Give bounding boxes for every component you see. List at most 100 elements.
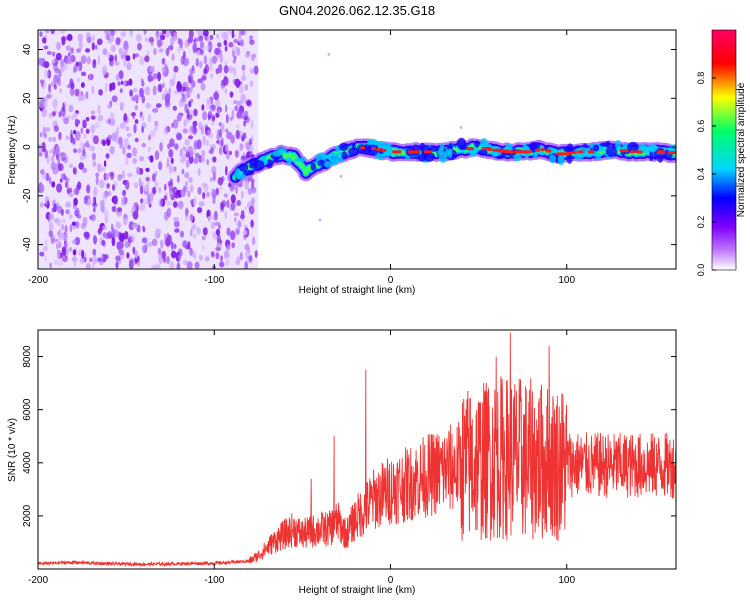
noise-speckle <box>181 168 185 175</box>
noise-speckle <box>97 104 101 115</box>
track-red-core <box>503 150 510 154</box>
noise-speckle <box>118 70 124 80</box>
noise-speckle <box>156 103 159 109</box>
noise-speckle <box>229 150 233 156</box>
noise-speckle <box>224 258 231 267</box>
noise-speckle <box>99 237 103 242</box>
noise-speckle <box>210 221 216 229</box>
noise-speckle <box>148 134 151 141</box>
noise-speckle <box>176 114 182 122</box>
track-red-core <box>587 150 595 154</box>
noise-speckle <box>243 115 248 121</box>
noise-speckle <box>172 201 178 208</box>
snr-series-line <box>38 332 676 568</box>
noise-speckle <box>180 230 184 238</box>
noise-speckle <box>105 153 110 159</box>
noise-speckle <box>205 192 211 198</box>
noise-speckle <box>127 172 133 177</box>
noise-speckle <box>120 31 127 37</box>
noise-speckle <box>95 172 100 178</box>
noise-speckle <box>63 63 68 70</box>
noise-speckle <box>107 191 112 197</box>
noise-speckle <box>180 157 186 164</box>
noise-speckle <box>133 123 137 134</box>
noise-speckle <box>125 180 130 190</box>
noise-speckle <box>69 87 75 97</box>
noise-speckle <box>123 115 129 124</box>
noise-speckle <box>114 54 118 63</box>
track-blob <box>615 139 621 151</box>
noise-speckle <box>92 161 97 168</box>
noise-speckle <box>56 43 62 50</box>
noise-speckle <box>223 39 228 46</box>
noise-speckle <box>41 37 47 44</box>
noise-speckle <box>77 77 80 83</box>
noise-speckle <box>220 124 225 134</box>
noise-speckle <box>236 109 242 118</box>
track-blob <box>447 148 453 159</box>
noise-speckle <box>115 261 119 269</box>
noise-speckle <box>196 139 202 150</box>
noise-speckle <box>189 68 195 75</box>
noise-speckle <box>96 38 103 46</box>
noise-speckle <box>48 83 51 93</box>
noise-speckle <box>188 75 192 84</box>
noise-speckle <box>68 193 74 198</box>
noise-speckle <box>167 45 174 51</box>
noise-speckle <box>196 30 202 35</box>
track-red-core <box>424 150 432 154</box>
colorbar-tick-label: 0.8 <box>696 72 706 85</box>
noise-speckle <box>248 205 255 215</box>
noise-speckle <box>154 180 159 188</box>
noise-speckle <box>68 163 74 169</box>
track-blob <box>513 154 522 162</box>
noise-speckle <box>212 231 217 238</box>
noise-speckle <box>169 261 175 269</box>
noise-speckle <box>80 127 84 134</box>
noise-speckle <box>51 181 56 188</box>
noise-speckle <box>218 146 223 156</box>
noise-speckle <box>213 91 220 101</box>
noise-speckle <box>198 35 204 42</box>
noise-speckle <box>61 36 66 46</box>
noise-speckle <box>147 146 151 153</box>
noise-speckle <box>135 34 142 42</box>
noise-speckle <box>215 187 219 196</box>
noise-speckle <box>226 244 230 252</box>
noise-speckle <box>60 156 66 162</box>
spectrogram-ytick-label: 20 <box>22 92 33 104</box>
noise-speckle <box>193 197 197 206</box>
noise-speckle <box>220 31 223 38</box>
noise-speckle <box>223 76 229 86</box>
noise-speckle <box>78 40 83 50</box>
noise-speckle <box>39 31 43 37</box>
noise-speckle <box>250 219 254 228</box>
noise-speckle <box>75 221 80 229</box>
noise-speckle <box>120 80 124 85</box>
noise-speckle <box>229 91 234 98</box>
noise-speckle <box>96 163 102 173</box>
noise-speckle <box>126 133 132 138</box>
noise-speckle <box>244 260 248 269</box>
noise-speckle <box>71 114 77 121</box>
noise-speckle <box>198 201 205 207</box>
noise-speckle <box>115 222 122 229</box>
spectrogram-xlabel: Height of straight line (km) <box>299 285 416 296</box>
noise-speckle <box>50 30 55 35</box>
noise-speckle <box>230 194 236 204</box>
noise-speckle <box>77 181 82 190</box>
noise-speckle <box>68 247 73 252</box>
noise-speckle <box>184 138 190 146</box>
noise-speckle <box>61 246 67 256</box>
track-blob <box>649 149 654 162</box>
noise-speckle <box>85 128 90 134</box>
noise-speckle <box>105 33 111 41</box>
noise-speckle <box>113 180 118 188</box>
noise-speckle <box>85 91 89 99</box>
noise-speckle <box>164 183 167 191</box>
noise-speckle <box>105 119 110 124</box>
noise-speckle <box>115 255 121 262</box>
noise-speckle <box>217 63 223 74</box>
noise-speckle <box>86 184 91 194</box>
noise-speckle <box>216 135 221 140</box>
